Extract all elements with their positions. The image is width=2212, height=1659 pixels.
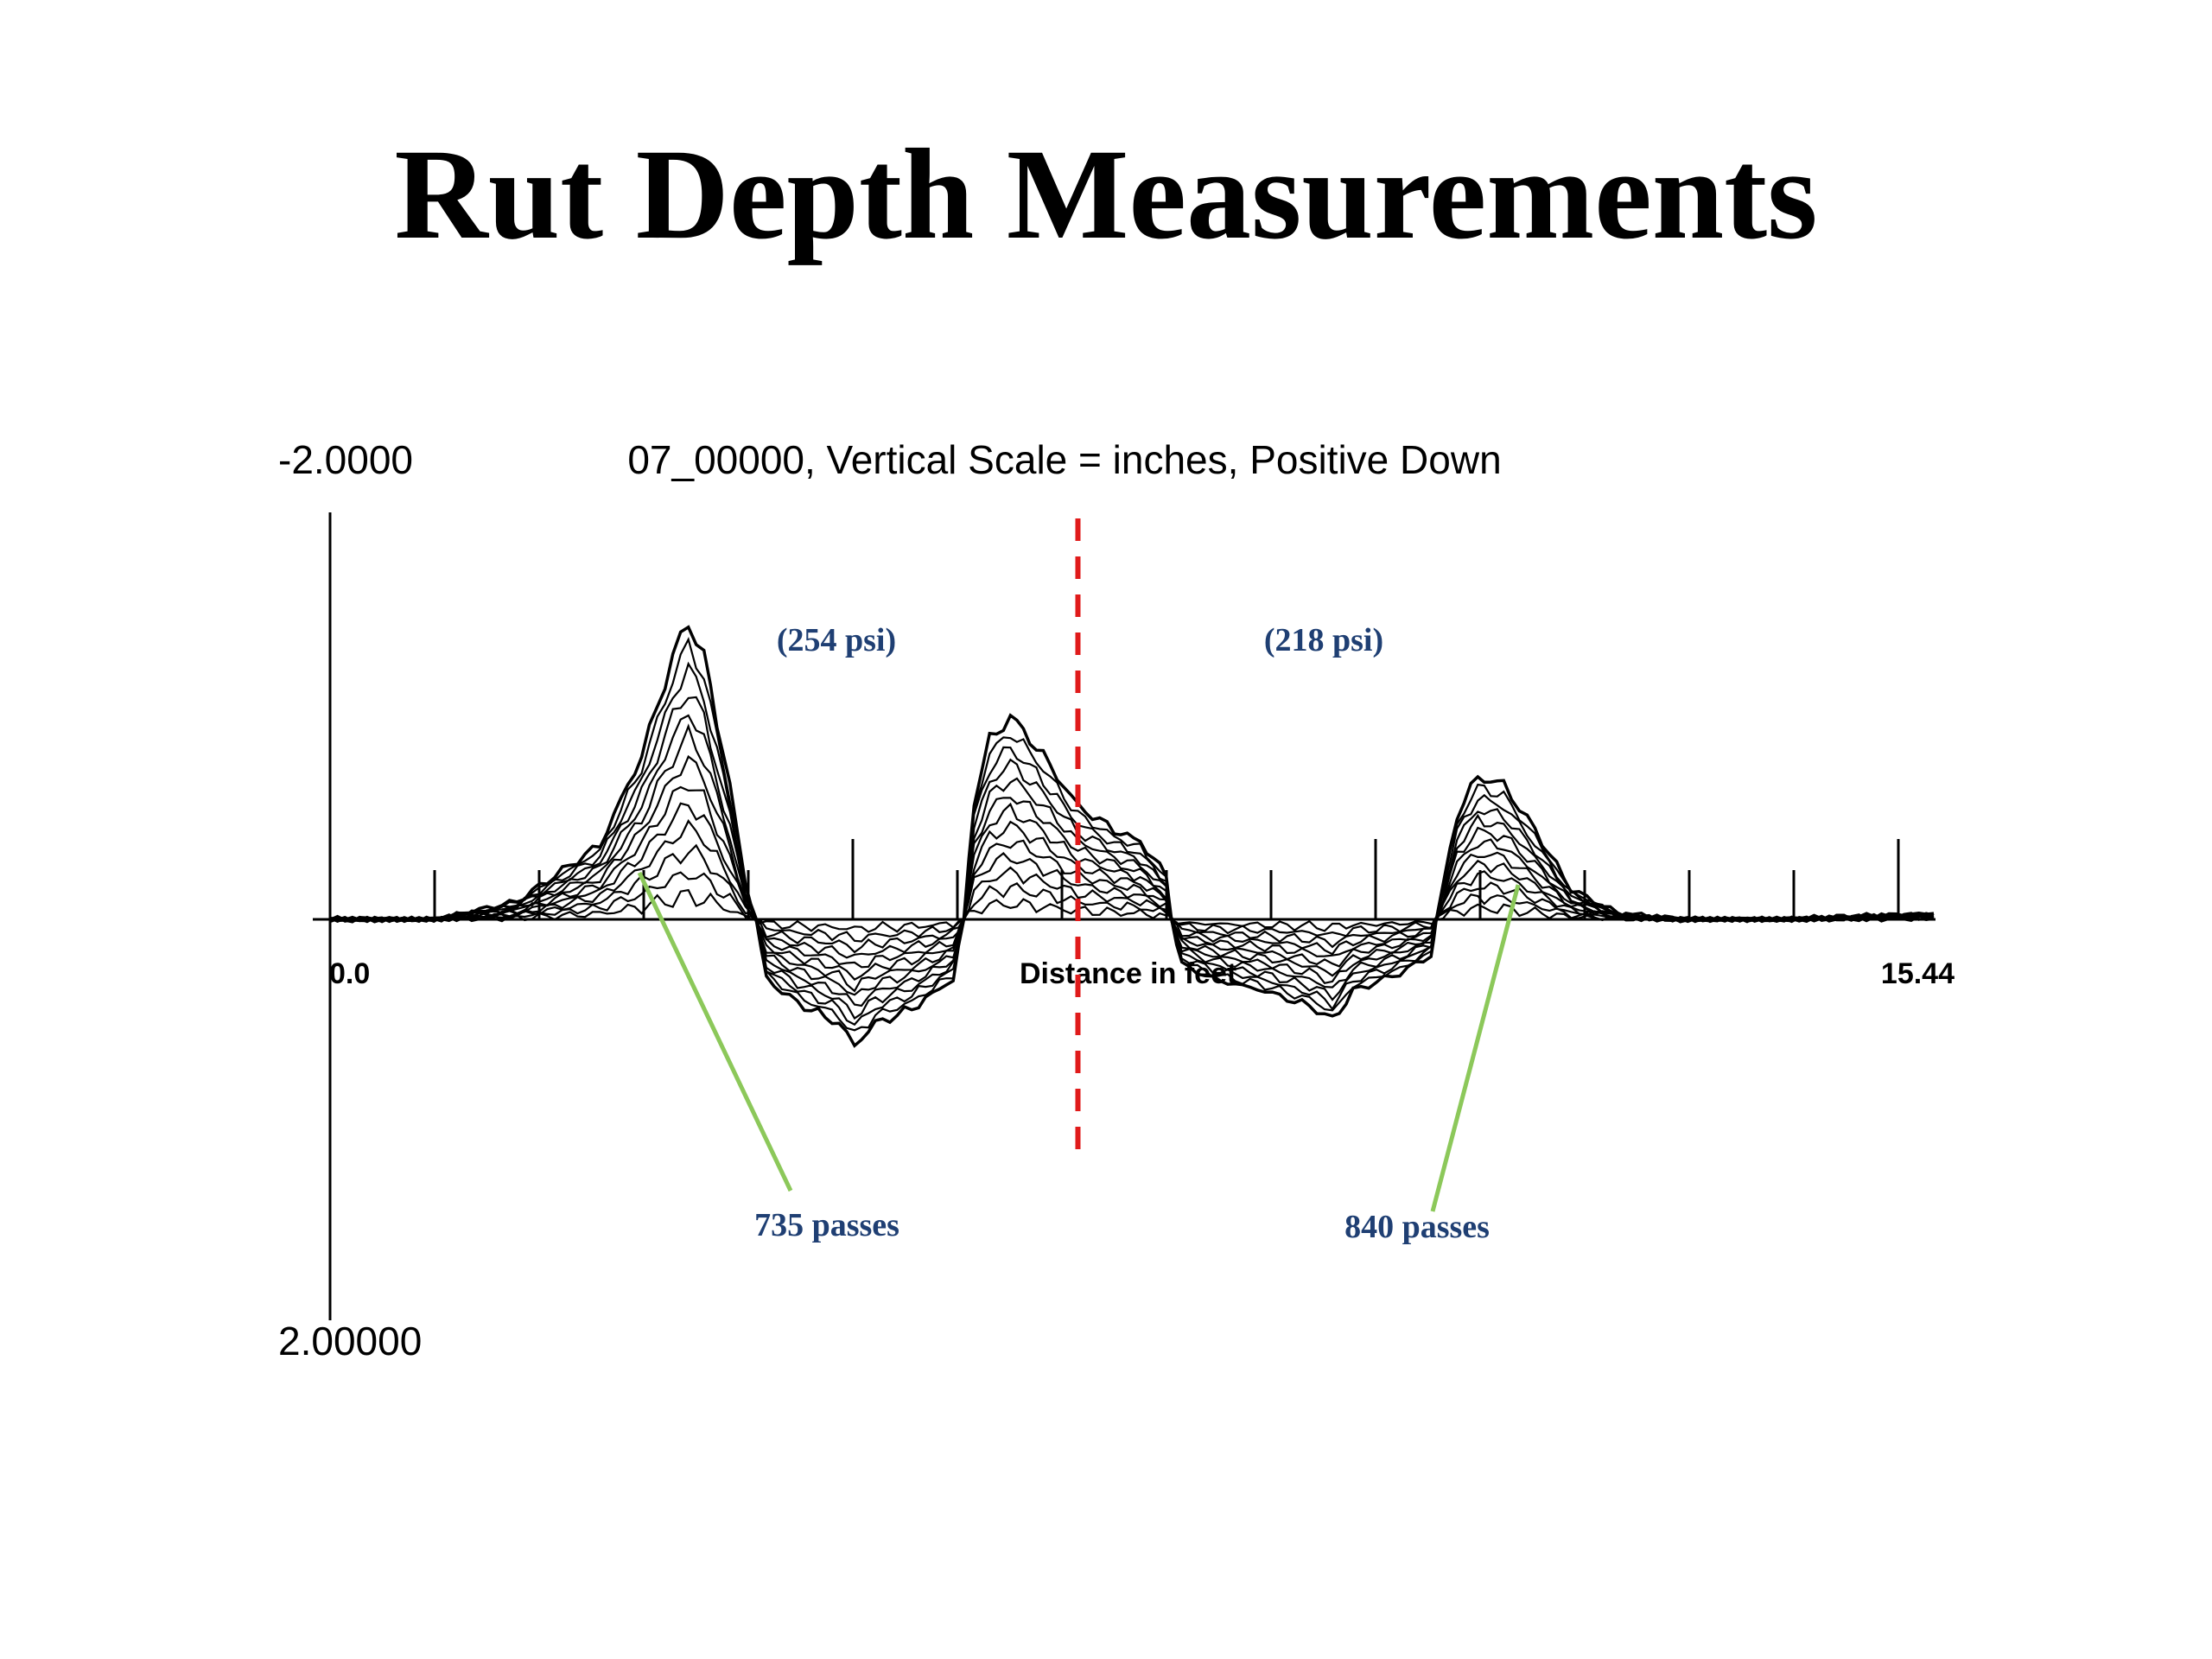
y-axis-top-label: -2.0000: [278, 437, 413, 482]
x-axis-min-label: 0.0: [329, 957, 370, 990]
profile-series-group: [329, 625, 1935, 1048]
profile-series-11: [329, 661, 1935, 1027]
profile-series-13: [329, 625, 1935, 1048]
axes: [313, 512, 1936, 1320]
left-passes-leader-line: [637, 871, 793, 1192]
right-passes-label: 840 passes: [1344, 1209, 1490, 1245]
profile-series-12: [329, 636, 1935, 1032]
right-pressure-label: (218 psi): [1264, 622, 1383, 658]
profile-series-2: [329, 871, 1935, 943]
left-pressure-label: (254 psi): [777, 622, 896, 658]
profile-series-4: [329, 819, 1935, 959]
y-axis-bottom-label: 2.00000: [278, 1319, 422, 1363]
left-passes-label: 735 passes: [754, 1207, 899, 1243]
chart-title: 07_00000, Vertical Scale = inches, Posit…: [627, 437, 1501, 482]
x-axis-max-label: 15.44: [1881, 957, 1955, 990]
slide-title: Rut Depth Measurements: [394, 123, 1818, 266]
profile-series-5: [329, 802, 1935, 969]
right-passes-leader-line: [1430, 884, 1521, 1212]
